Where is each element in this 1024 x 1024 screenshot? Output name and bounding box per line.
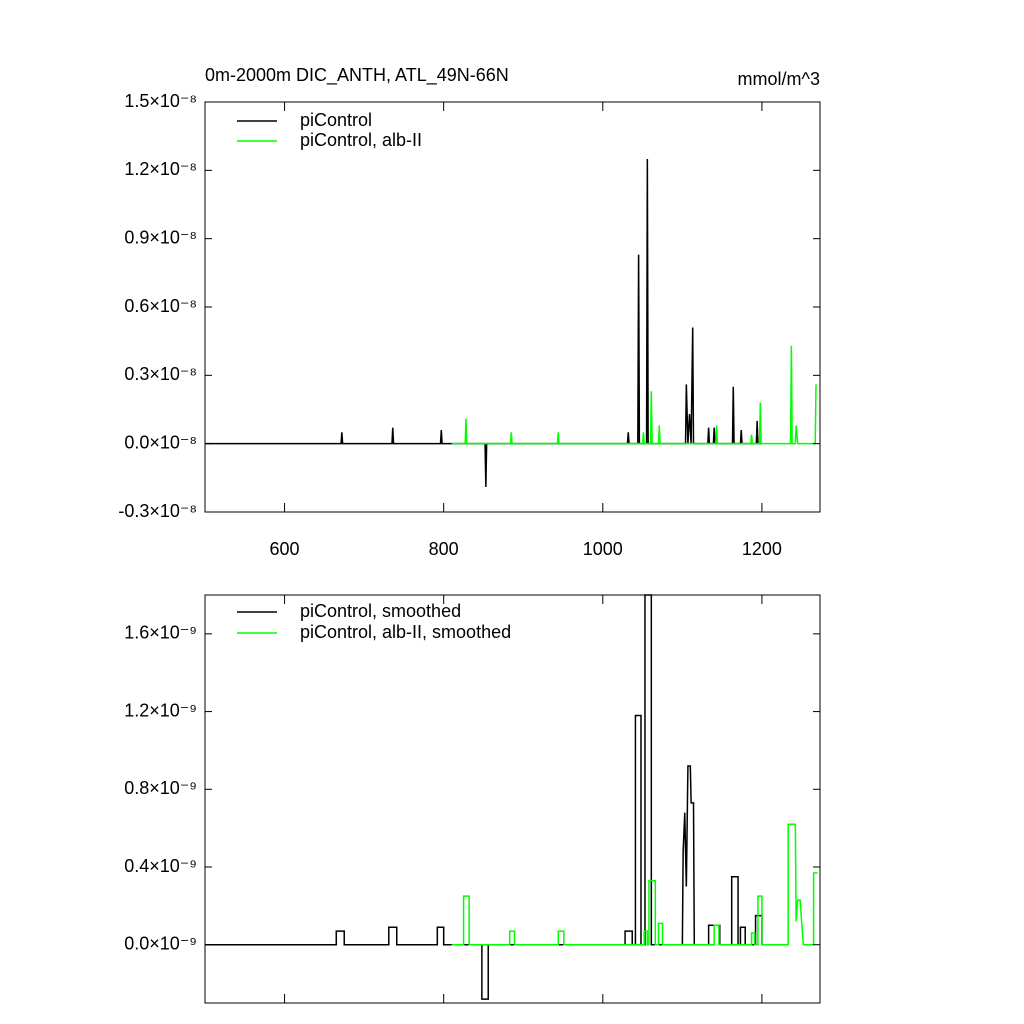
- y-tick-label: 0.8×10⁻⁹: [124, 778, 197, 798]
- y-tick-label: 1.6×10⁻⁹: [124, 623, 197, 643]
- y-tick-label: 0.0×10⁻⁹: [124, 933, 197, 953]
- x-tick-label: 1000: [583, 539, 623, 559]
- y-tick-label: 1.5×10⁻⁸: [124, 91, 197, 111]
- legend-label: piControl: [300, 110, 372, 130]
- legend-label: piControl, alb-II: [300, 130, 422, 150]
- y-tick-label: 0.0×10⁻⁸: [124, 432, 197, 452]
- x-tick-label: 600: [270, 539, 300, 559]
- y-tick-label: 0.9×10⁻⁸: [124, 227, 197, 247]
- y-tick-label: 1.2×10⁻⁹: [124, 700, 197, 720]
- data-line: [205, 158, 762, 487]
- y-tick-label: 0.4×10⁻⁹: [124, 856, 197, 876]
- data-line: [451, 823, 818, 946]
- chart-title: 0m-2000m DIC_ANTH, ATL_49N-66N: [205, 65, 509, 86]
- units-label: mmol/m^3: [738, 69, 820, 89]
- legend-label: piControl, alb-II, smoothed: [300, 622, 511, 642]
- y-tick-label: 1.2×10⁻⁸: [124, 159, 197, 179]
- x-tick-label: 1200: [742, 539, 782, 559]
- y-tick-label: 0.3×10⁻⁸: [124, 364, 197, 384]
- y-tick-label: 0.6×10⁻⁸: [124, 296, 197, 316]
- legend-label: piControl, smoothed: [300, 601, 461, 621]
- y-tick-label: -0.3×10⁻⁸: [118, 501, 197, 521]
- plot-frame: [204, 101, 821, 513]
- x-tick-label: 800: [429, 539, 459, 559]
- plot-frame: [204, 594, 821, 1004]
- data-line: [205, 594, 763, 1000]
- data-line: [451, 345, 817, 445]
